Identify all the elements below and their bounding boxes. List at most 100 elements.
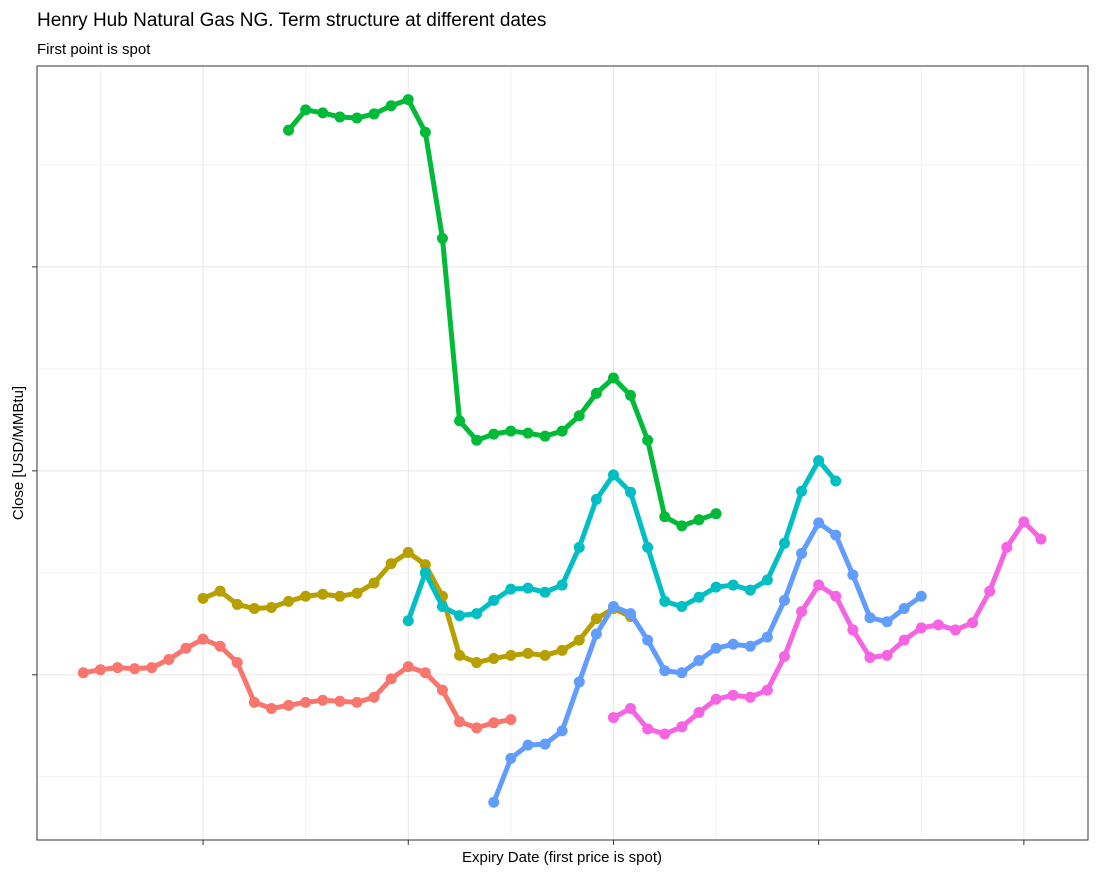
data-point xyxy=(539,586,551,598)
data-point xyxy=(676,520,688,532)
data-point xyxy=(573,634,585,646)
data-point xyxy=(915,622,927,634)
data-point xyxy=(881,649,893,661)
data-point xyxy=(573,541,585,553)
data-point xyxy=(488,594,500,606)
series-line xyxy=(405,458,838,622)
data-point xyxy=(573,410,585,422)
data-point xyxy=(693,514,705,526)
data-point xyxy=(317,588,329,600)
data-point xyxy=(505,752,517,764)
data-point xyxy=(864,651,876,663)
data-point xyxy=(471,434,483,446)
data-point xyxy=(419,559,431,571)
data-point xyxy=(864,612,876,624)
data-point xyxy=(556,425,568,437)
data-point xyxy=(915,590,927,602)
data-point xyxy=(693,591,705,603)
data-point xyxy=(607,372,619,384)
data-point xyxy=(642,434,654,446)
data-point xyxy=(984,585,996,597)
data-point xyxy=(830,590,842,602)
data-point xyxy=(505,649,517,661)
data-point xyxy=(505,425,517,437)
data-point xyxy=(300,590,312,602)
data-point xyxy=(522,739,534,751)
data-point xyxy=(402,546,414,558)
data-point xyxy=(642,723,654,735)
plot-border xyxy=(36,65,1089,841)
data-point xyxy=(778,650,790,662)
data-point xyxy=(231,598,243,610)
data-point xyxy=(761,684,773,696)
data-point xyxy=(454,716,466,728)
data-point xyxy=(813,579,825,591)
data-point xyxy=(642,541,654,553)
data-point xyxy=(727,638,739,650)
data-point xyxy=(454,649,466,661)
data-point xyxy=(590,493,602,505)
data-point xyxy=(283,699,295,711)
data-point xyxy=(625,608,637,620)
data-point xyxy=(590,628,602,640)
data-point xyxy=(454,610,466,622)
data-point xyxy=(146,662,158,674)
data-point xyxy=(300,696,312,708)
data-point xyxy=(813,517,825,529)
data-point xyxy=(727,689,739,701)
data-point xyxy=(265,601,277,613)
data-point xyxy=(830,475,842,487)
data-point xyxy=(881,616,893,628)
data-point xyxy=(471,722,483,734)
data-point xyxy=(283,595,295,607)
data-point xyxy=(1001,541,1013,553)
series-line xyxy=(612,519,1043,737)
data-point xyxy=(180,642,192,654)
data-point xyxy=(625,702,637,714)
data-point xyxy=(471,657,483,669)
data-point xyxy=(693,707,705,719)
data-point xyxy=(197,592,209,604)
data-point xyxy=(659,511,671,523)
data-point xyxy=(556,579,568,591)
data-point xyxy=(317,107,329,119)
data-point xyxy=(419,567,431,579)
data-point xyxy=(778,537,790,549)
data-point xyxy=(847,624,859,636)
data-point xyxy=(334,111,346,123)
data-point xyxy=(642,634,654,646)
data-point xyxy=(436,684,448,696)
data-point xyxy=(471,608,483,620)
data-point xyxy=(539,649,551,661)
data-point xyxy=(419,667,431,679)
data-point xyxy=(761,631,773,643)
y-axis-title: Close [USD/MMBtu] xyxy=(10,386,27,520)
data-point xyxy=(112,662,124,674)
data-point xyxy=(334,590,346,602)
series-line xyxy=(491,520,923,804)
data-point xyxy=(898,634,910,646)
data-point xyxy=(898,603,910,615)
data-point xyxy=(744,584,756,596)
data-point xyxy=(454,415,466,427)
data-point xyxy=(265,702,277,714)
data-point xyxy=(351,112,363,124)
data-point xyxy=(539,430,551,442)
data-point xyxy=(1018,516,1030,528)
data-point xyxy=(334,695,346,707)
data-point xyxy=(556,644,568,656)
data-point xyxy=(659,595,671,607)
data-point xyxy=(949,624,961,636)
data-point xyxy=(385,673,397,685)
data-point xyxy=(710,693,722,705)
data-point xyxy=(676,600,688,612)
data-point xyxy=(556,725,568,737)
data-point xyxy=(94,664,106,676)
data-point xyxy=(573,676,585,688)
data-point xyxy=(590,613,602,625)
data-point xyxy=(590,387,602,399)
data-point xyxy=(368,108,380,120)
data-point xyxy=(625,486,637,498)
data-point xyxy=(932,619,944,631)
